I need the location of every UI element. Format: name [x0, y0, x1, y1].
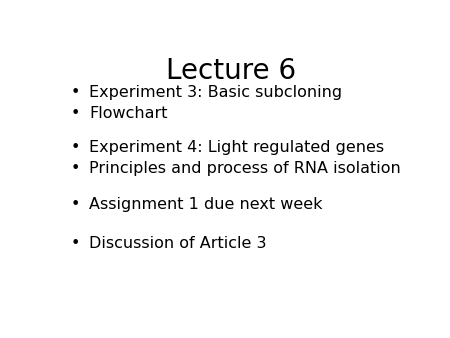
Text: •: • — [71, 85, 80, 100]
Text: Flowchart: Flowchart — [90, 106, 168, 121]
Text: •: • — [71, 197, 80, 212]
Text: Experiment 4: Light regulated genes: Experiment 4: Light regulated genes — [90, 140, 384, 155]
Text: •: • — [71, 106, 80, 121]
Text: Discussion of Article 3: Discussion of Article 3 — [90, 236, 267, 251]
Text: •: • — [71, 140, 80, 155]
Text: •: • — [71, 236, 80, 251]
Text: Principles and process of RNA isolation: Principles and process of RNA isolation — [90, 161, 401, 175]
Text: Assignment 1 due next week: Assignment 1 due next week — [90, 197, 323, 212]
Text: •: • — [71, 161, 80, 175]
Text: Lecture 6: Lecture 6 — [166, 57, 296, 86]
Text: Experiment 3: Basic subcloning: Experiment 3: Basic subcloning — [90, 85, 342, 100]
